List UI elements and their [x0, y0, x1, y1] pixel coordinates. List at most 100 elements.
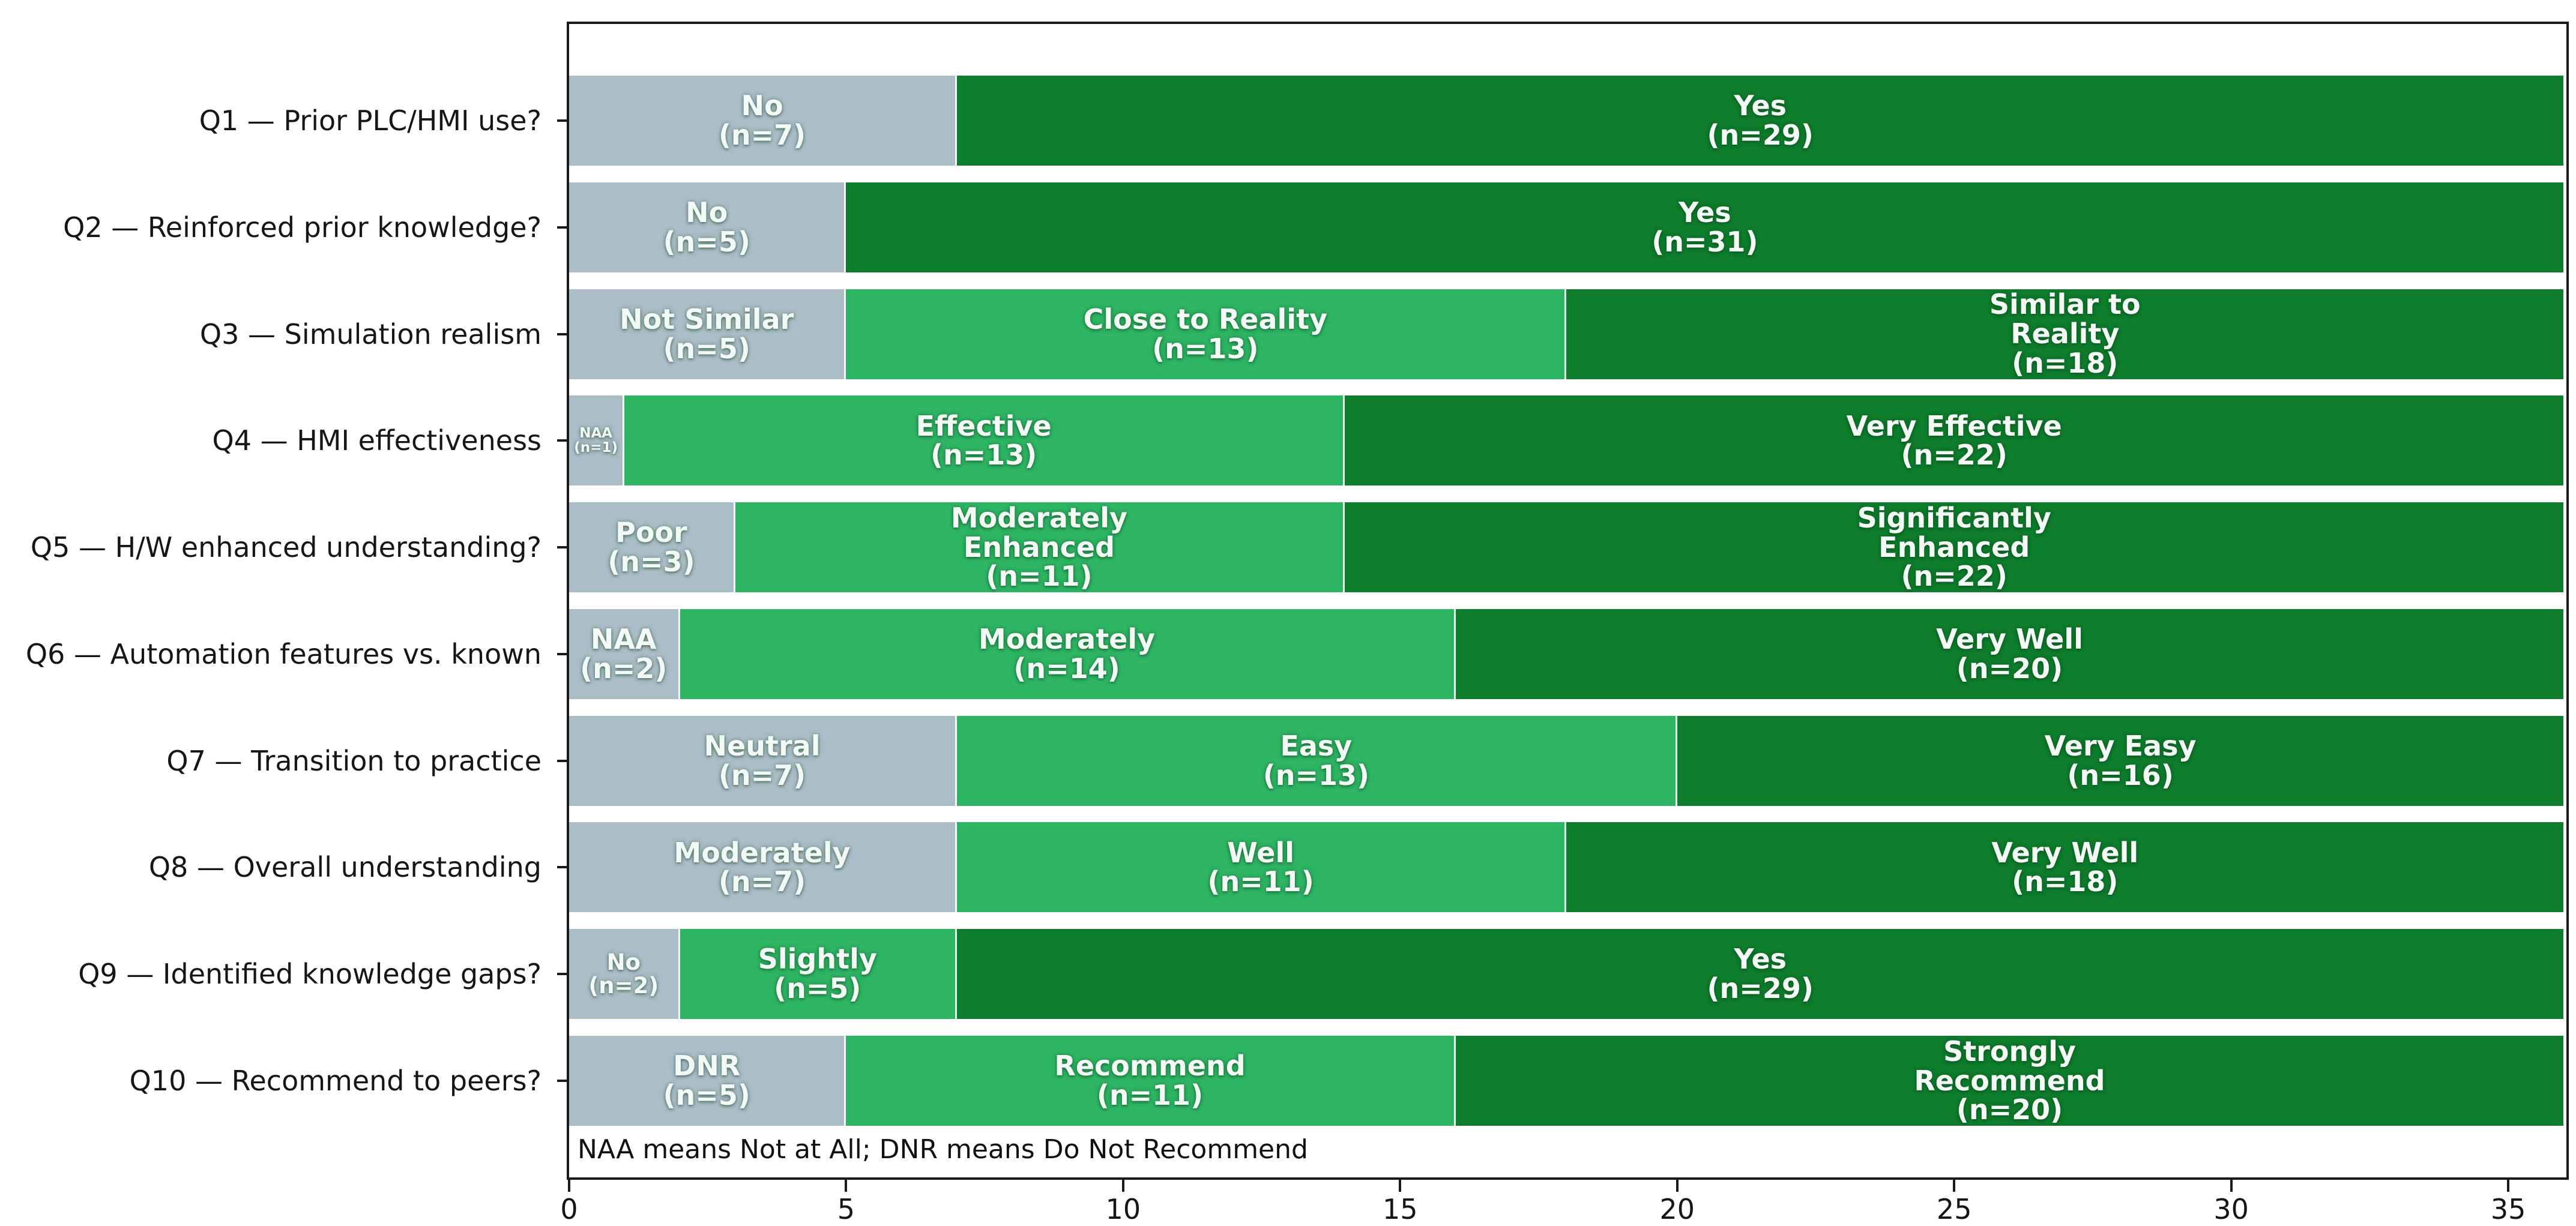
bar-segment-label: Strongly Recommend (n=20)	[1914, 1035, 2105, 1126]
bar-segment-label: Neutral (n=7)	[704, 729, 821, 792]
bar-segment-label: Very Easy (n=16)	[2044, 729, 2197, 792]
y-tick-mark	[557, 226, 567, 229]
x-tick-label: 35	[2490, 1193, 2526, 1225]
bar-row-q8: Moderately (n=7) Well (n=11) Very Well (n=18)	[569, 822, 2566, 913]
y-tick-mark	[557, 119, 567, 122]
bar-row-q9: No (n=2) Slightly (n=5) Yes (n=29)	[569, 929, 2566, 1020]
x-tick-mark	[2507, 1180, 2510, 1192]
bar-row-q10: DNR (n=5) Recommend (n=11) Strongly Recommend…	[569, 1036, 2566, 1126]
y-tick-mark	[557, 1080, 567, 1082]
bar-segment-label: Poor (n=3)	[608, 516, 695, 578]
bar-segment-label: No (n=2)	[588, 949, 659, 999]
bar-segment-label: Significantly Enhanced (n=22)	[1857, 501, 2051, 593]
x-tick-label: 20	[1659, 1193, 1695, 1225]
bar-segment: Recommend (n=11)	[846, 1036, 1456, 1126]
bar-segment: Very Well (n=20)	[1455, 608, 2564, 699]
bar-segment: Strongly Recommend (n=20)	[1455, 1035, 2564, 1126]
bar-segment: Easy (n=13)	[957, 715, 1677, 806]
y-tick-mark	[557, 973, 567, 976]
bar-segment: Not Similar (n=5)	[569, 289, 846, 379]
bar-row-q4: NAA (n=1) Effective (n=13) Very Effective (n=…	[569, 395, 2566, 486]
y-tick-mark	[557, 439, 567, 442]
bar-segment-label: NAA (n=2)	[580, 623, 668, 685]
bar-segment-label: Yes (n=29)	[1707, 943, 1814, 1005]
bar-segment: NAA (n=2)	[569, 608, 680, 699]
bar-segment: Yes (n=29)	[957, 76, 2564, 166]
bar-segment-label: No (n=7)	[718, 89, 806, 151]
bar-segment: Effective (n=13)	[624, 395, 1345, 486]
bar-segment: NAA (n=1)	[569, 395, 625, 486]
bar-segment: Moderately Enhanced (n=11)	[735, 501, 1345, 593]
x-tick-label: 30	[2213, 1193, 2249, 1225]
bar-segment-label: Yes (n=31)	[1651, 196, 1758, 258]
bar-segment-label: Slightly (n=5)	[758, 943, 877, 1005]
x-tick-mark	[568, 1180, 570, 1192]
y-axis-label: Q10 — Recommend to peers?	[129, 1065, 541, 1097]
bar-segment-label: No (n=5)	[663, 196, 750, 258]
y-tick-mark	[557, 652, 567, 655]
bar-segment-label: Very Well (n=18)	[1991, 836, 2139, 898]
bar-segment-label: Very Well (n=20)	[1936, 623, 2083, 685]
y-tick-mark	[557, 866, 567, 869]
x-tick-label: 0	[560, 1193, 578, 1225]
bar-row-q3: Not Similar (n=5) Close to Reality (n=13) Si…	[569, 289, 2566, 379]
bar-row-q1: No (n=7) Yes (n=29)	[569, 76, 2566, 166]
footnote: NAA means Not at All; DNR means Do Not R…	[578, 1134, 1308, 1165]
plot-area: No (n=7) Yes (n=29) No (n=5) Yes (n=31) Not Simi…	[567, 22, 2569, 1180]
x-tick-mark	[845, 1180, 848, 1192]
y-axis-label: Q2 — Reinforced prior knowledge?	[63, 211, 541, 244]
bar-segment-label: Well (n=11)	[1207, 836, 1314, 898]
bar-segment: Poor (n=3)	[569, 502, 735, 593]
bar-segment: Slightly (n=5)	[680, 929, 957, 1020]
y-axis-label: Q8 — Overall understanding	[148, 851, 541, 884]
y-axis-label: Q7 — Transition to practice	[166, 744, 541, 777]
bar-row-q5: Poor (n=3) Moderately Enhanced (n=11) Signifi…	[569, 501, 2566, 593]
y-axis-label: Q6 — Automation features vs. known	[25, 637, 541, 670]
bar-segment: DNR (n=5)	[569, 1036, 846, 1126]
bar-segment-label: Moderately Enhanced (n=11)	[950, 501, 1128, 593]
y-tick-mark	[557, 546, 567, 549]
x-tick-mark	[1121, 1180, 1124, 1192]
bar-segment: Very Easy (n=16)	[1677, 715, 2564, 806]
bar-segment-label: NAA (n=1)	[574, 425, 618, 456]
x-tick-label: 15	[1383, 1193, 1418, 1225]
bar-segment: Very Effective (n=22)	[1345, 395, 2564, 486]
bar-row-q6: NAA (n=2) Moderately (n=14) Very Well (n=20)	[569, 608, 2566, 699]
bar-segment-label: Very Effective (n=22)	[1846, 409, 2062, 472]
bar-segment: No (n=5)	[569, 182, 846, 272]
bar-segment-label: Easy (n=13)	[1262, 729, 1370, 792]
x-tick-mark	[1676, 1180, 1679, 1192]
bar-segment-label: Effective (n=13)	[915, 409, 1052, 472]
bar-segment: No (n=7)	[569, 76, 958, 166]
y-axis-label: Q9 — Identified knowledge gaps?	[78, 958, 541, 991]
x-tick-mark	[2230, 1180, 2233, 1192]
x-tick-label: 10	[1105, 1193, 1141, 1225]
bar-segment: Significantly Enhanced (n=22)	[1345, 501, 2564, 593]
bar-segment-label: Recommend (n=11)	[1054, 1050, 1246, 1111]
bar-segment-label: Close to Reality (n=13)	[1083, 302, 1328, 365]
bar-segment-label: Moderately (n=14)	[978, 623, 1156, 685]
x-tick-mark	[1399, 1180, 1402, 1192]
bar-segment: Moderately (n=14)	[680, 608, 1456, 699]
y-tick-mark	[557, 332, 567, 335]
y-axis-label: Q5 — H/W enhanced understanding?	[30, 531, 541, 564]
bar-segment: Neutral (n=7)	[569, 715, 958, 806]
bar-segment: Yes (n=29)	[957, 929, 2564, 1020]
bar-segment-label: Moderately (n=7)	[674, 836, 851, 898]
bar-segment: Close to Reality (n=13)	[846, 289, 1567, 379]
y-axis-label: Q4 — HMI effectiveness	[212, 424, 542, 457]
bar-segment: Similar to Reality (n=18)	[1566, 288, 2564, 379]
bar-segment: No (n=2)	[569, 929, 680, 1020]
y-tick-mark	[557, 759, 567, 762]
bar-segment-label: Similar to Reality (n=18)	[1989, 288, 2141, 379]
bar-segment-label: DNR (n=5)	[663, 1050, 750, 1111]
bar-segment: Very Well (n=18)	[1566, 822, 2564, 913]
x-tick-label: 5	[837, 1193, 855, 1225]
bar-row-q7: Neutral (n=7) Easy (n=13) Very Easy (n=16)	[569, 715, 2566, 806]
y-axis-label: Q1 — Prior PLC/HMI use?	[199, 104, 541, 137]
bar-row-q2: No (n=5) Yes (n=31)	[569, 182, 2566, 272]
bar-segment-label: Not Similar (n=5)	[620, 302, 794, 365]
bar-segment: Yes (n=31)	[846, 182, 2564, 272]
y-axis-label: Q3 — Simulation realism	[199, 317, 541, 350]
